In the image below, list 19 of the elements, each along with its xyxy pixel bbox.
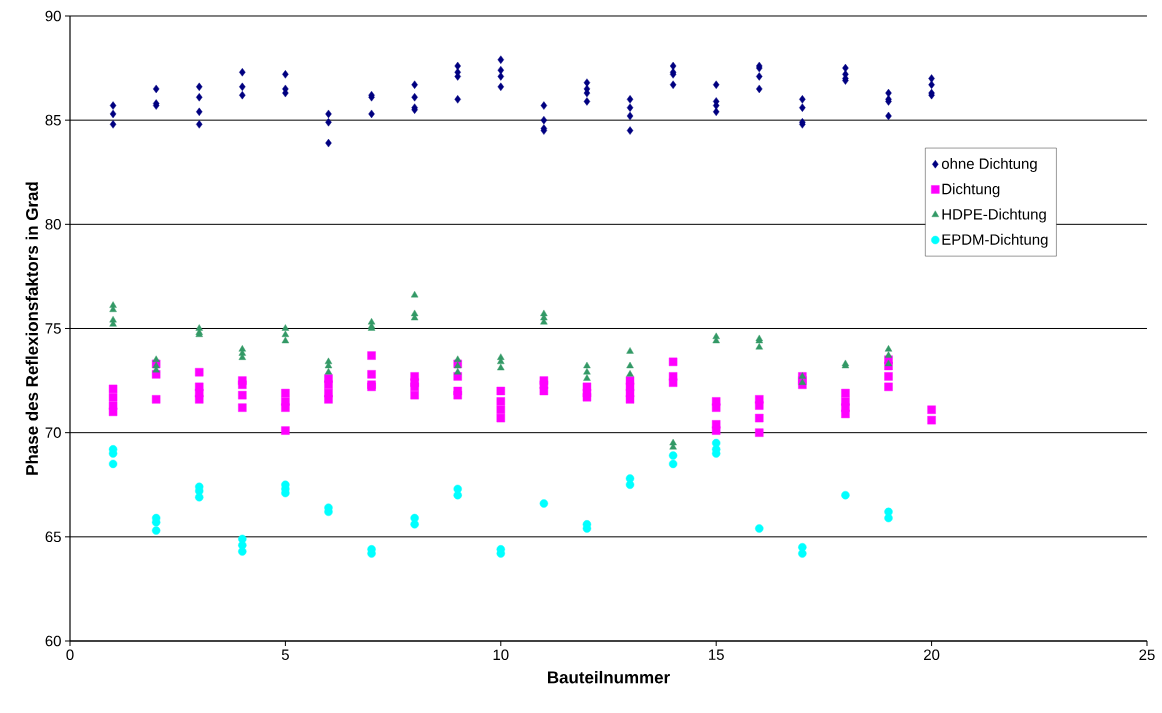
legend-label: Dichtung: [942, 183, 1000, 198]
x-tick-label: 25: [1139, 649, 1155, 661]
y-tick-label: 65: [45, 531, 61, 543]
y-tick-label: 60: [45, 635, 61, 647]
x-axis-title: Bauteilnummer: [547, 670, 670, 684]
y-axis-title: Phase des Reflexionsfaktors in Grad: [25, 182, 39, 475]
legend-label: HDPE-Dichtung: [942, 208, 1046, 223]
x-tick-label: 20: [924, 649, 940, 661]
y-tick-label: 85: [45, 114, 61, 126]
legend-label: EPDM-Dichtung: [942, 233, 1048, 248]
y-tick-label: 90: [45, 10, 61, 22]
x-tick-label: 0: [66, 649, 74, 661]
y-tick-label: 80: [45, 219, 61, 230]
y-tick-label: 70: [45, 427, 61, 438]
legend-label: ohne Dichtung: [941, 158, 1037, 172]
x-tick-label: 10: [493, 649, 509, 661]
x-tick-label: 5: [281, 649, 289, 660]
x-tick-label: 15: [709, 649, 724, 660]
y-tick-label: 75: [45, 323, 61, 334]
